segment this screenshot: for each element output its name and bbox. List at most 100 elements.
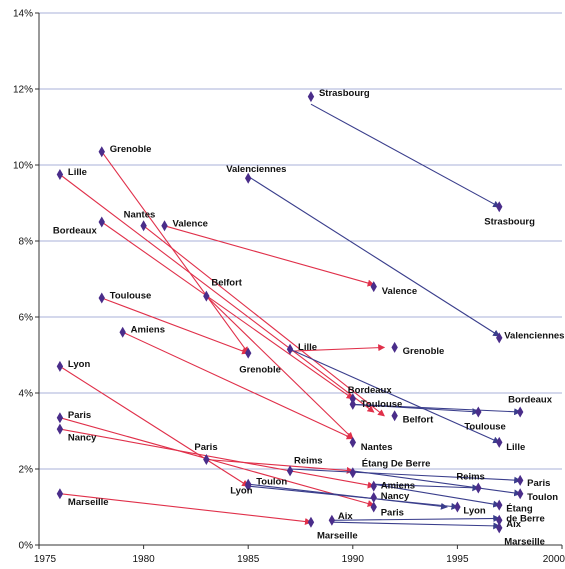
data-point — [245, 172, 252, 184]
x-tick-label: 1985 — [237, 554, 260, 565]
point-label: Paris — [381, 508, 404, 519]
data-point — [119, 326, 126, 338]
point-label: Bordeaux — [348, 385, 393, 396]
blue-arrow — [373, 483, 501, 508]
point-label: Grenoble — [110, 144, 152, 155]
point-label: Reims — [456, 472, 485, 483]
data-point — [349, 436, 356, 448]
data-point — [98, 146, 105, 158]
point-label: Nantes — [361, 442, 393, 453]
blue-arrow — [289, 348, 501, 444]
point-label: Toulon — [527, 492, 558, 503]
point-label: Valenciennes — [226, 164, 286, 175]
data-point — [286, 343, 294, 355]
data-point — [496, 514, 503, 526]
data-point — [56, 360, 64, 372]
data-point — [56, 169, 64, 180]
blue-arrow — [352, 470, 522, 497]
y-tick-label: 2% — [19, 465, 34, 476]
point-label: Grenoble — [403, 346, 445, 357]
data-point — [140, 220, 147, 232]
red-arrow — [122, 331, 354, 440]
red-arrow — [143, 225, 385, 417]
point-label: Lyon — [230, 486, 253, 497]
point-label: Strasbourg — [484, 216, 535, 227]
x-tick-label: 1995 — [446, 554, 469, 565]
y-tick-label: 4% — [19, 389, 34, 400]
point-label: Toulouse — [361, 399, 403, 410]
data-point — [516, 474, 524, 486]
data-point — [307, 516, 315, 528]
y-tick-label: 10% — [13, 161, 33, 172]
blue-arrow — [290, 468, 522, 484]
point-label: Bordeaux — [508, 395, 553, 406]
red-arrow — [101, 297, 250, 355]
tick-labels: 0% 2% 4% 6% 8% 10% 12% 14% 1975 1980 1985 1990 1995 2… — [13, 9, 565, 566]
data-point — [370, 492, 377, 503]
red-arrow — [290, 344, 386, 352]
point-label: Lyon — [68, 359, 91, 370]
data-point — [475, 482, 482, 494]
data-point — [370, 281, 377, 293]
data-point — [370, 501, 377, 513]
point-labels: Lille Grenoble Bordeaux Nantes Valence Toulou… — [53, 88, 565, 547]
x-tick-label: 1975 — [34, 554, 57, 565]
point-label: Nancy — [68, 433, 97, 444]
data-point — [496, 201, 503, 213]
point-label: Grenoble — [239, 365, 281, 376]
data-point — [496, 332, 503, 344]
data-point — [454, 501, 461, 513]
data-point — [370, 480, 377, 492]
data-point — [516, 406, 524, 418]
point-label: Reims — [294, 455, 323, 466]
data-point — [161, 220, 168, 232]
data-point — [391, 410, 398, 422]
blue-arrow — [247, 175, 501, 337]
data-point — [286, 465, 294, 477]
point-label: Toulouse — [464, 422, 506, 433]
y-tick-label: 6% — [19, 313, 34, 324]
x-tick-label: 1990 — [342, 554, 365, 565]
point-label: Paris — [527, 478, 550, 489]
y-tick-label: 14% — [13, 9, 33, 20]
y-tick-label: 0% — [19, 541, 34, 552]
data-points — [56, 91, 524, 534]
data-point — [56, 412, 64, 424]
red-arrow — [59, 417, 375, 507]
point-label: Paris — [194, 442, 217, 453]
point-label: Lille — [68, 167, 87, 178]
data-point — [98, 292, 105, 304]
red-arrow — [164, 225, 375, 287]
blue-arrow — [352, 403, 480, 416]
blue-arrow — [248, 483, 448, 510]
blue-arrow — [331, 514, 501, 522]
point-label: Valence — [382, 286, 417, 297]
point-label: Lille — [506, 442, 525, 453]
point-label: Lyon — [463, 506, 486, 517]
point-label: Étang De Berre — [362, 458, 431, 469]
data-point — [496, 499, 503, 511]
point-label: Marseille — [504, 536, 545, 547]
data-point — [496, 436, 503, 448]
data-point — [98, 216, 105, 228]
point-label: Aix — [506, 519, 522, 530]
data-point — [349, 467, 356, 479]
point-label: Étang de Berre — [506, 504, 545, 525]
data-point — [475, 406, 482, 418]
y-tick-label: 8% — [19, 237, 34, 248]
red-arrow — [206, 458, 354, 474]
red-arrow — [59, 428, 375, 489]
red-arrow — [101, 151, 249, 354]
red-arrow — [59, 493, 312, 526]
point-label: Marseille — [317, 531, 358, 542]
data-point — [203, 454, 210, 465]
x-tick-label: 1980 — [132, 554, 155, 565]
red-arrow — [205, 295, 354, 440]
point-label: Strasbourg — [319, 88, 370, 99]
point-label: Paris — [68, 410, 91, 421]
point-label: Belfort — [403, 414, 434, 425]
point-label: Aix — [338, 511, 354, 522]
data-point — [56, 488, 64, 500]
arrows — [59, 103, 522, 530]
x-tick-label: 2000 — [543, 554, 565, 565]
